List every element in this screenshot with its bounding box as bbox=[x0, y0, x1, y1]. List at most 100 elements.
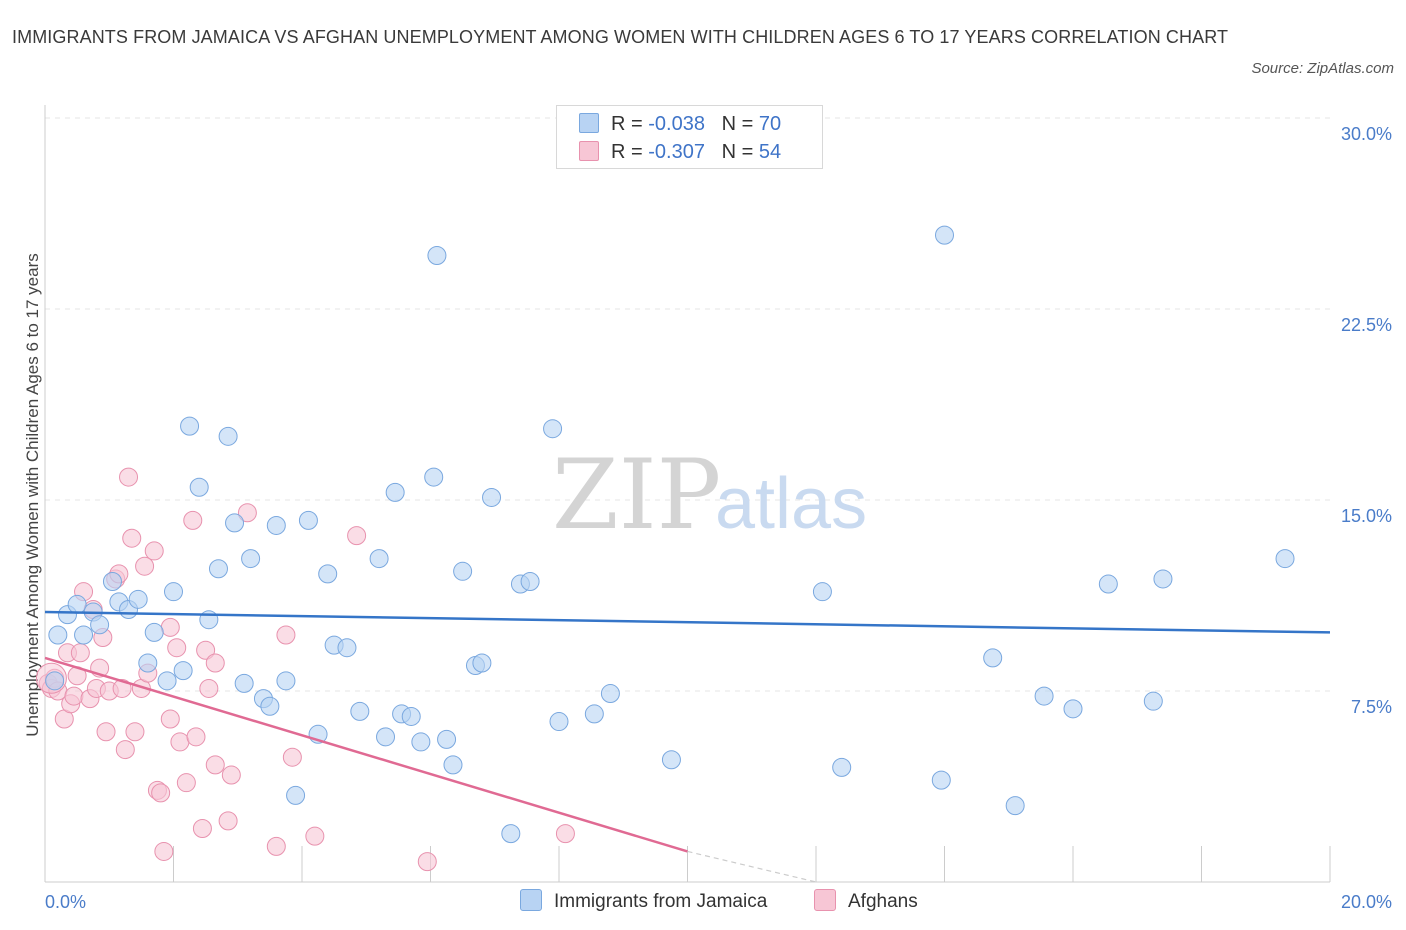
point-jamaica bbox=[812, 582, 832, 602]
point-afghan bbox=[221, 765, 241, 785]
legend-r-label: R = bbox=[611, 113, 643, 135]
legend-swatch-afghans bbox=[579, 141, 599, 161]
point-jamaica bbox=[260, 696, 280, 716]
point-afghan bbox=[135, 556, 155, 576]
point-afghan bbox=[196, 640, 216, 660]
point-afghan bbox=[70, 643, 90, 663]
point-afghan bbox=[167, 638, 187, 658]
point-jamaica bbox=[1275, 549, 1295, 569]
point-afghan bbox=[237, 503, 257, 523]
point-jamaica bbox=[350, 701, 370, 721]
source-credit: Source: ZipAtlas.com bbox=[1251, 60, 1394, 77]
point-jamaica bbox=[234, 673, 254, 693]
trend-line-afghans-extension bbox=[687, 850, 817, 883]
point-afghan bbox=[119, 467, 139, 487]
point-jamaica bbox=[208, 559, 228, 579]
point-jamaica bbox=[1153, 569, 1173, 589]
point-jamaica bbox=[298, 510, 318, 530]
point-afghan bbox=[555, 824, 575, 844]
point-jamaica bbox=[102, 571, 122, 591]
point-jamaica bbox=[218, 426, 238, 446]
y-tick-label: 15.0% bbox=[1341, 506, 1392, 526]
point-jamaica bbox=[1098, 574, 1118, 594]
legend-r-label: R = bbox=[611, 141, 643, 163]
point-jamaica bbox=[437, 729, 457, 749]
point-jamaica bbox=[482, 487, 502, 507]
watermark-zip: ZIP bbox=[552, 439, 721, 551]
point-jamaica bbox=[337, 638, 357, 658]
point-afghan bbox=[160, 617, 180, 637]
correlation-legend: R = -0.038 N = 70 R = -0.307 N = 54 bbox=[556, 105, 823, 169]
point-afghan bbox=[122, 528, 142, 548]
point-afghan bbox=[266, 836, 286, 856]
point-afghan bbox=[192, 819, 212, 839]
point-jamaica bbox=[173, 661, 193, 681]
point-afghan bbox=[186, 727, 206, 747]
point-jamaica bbox=[144, 622, 164, 642]
legend-label-jamaica: Immigrants from Jamaica bbox=[554, 891, 768, 912]
point-jamaica bbox=[600, 684, 620, 704]
point-jamaica bbox=[935, 225, 954, 245]
gridlines bbox=[45, 117, 1330, 692]
point-afghan bbox=[64, 686, 84, 706]
point-afghan bbox=[160, 709, 180, 729]
point-jamaica bbox=[286, 785, 306, 805]
legend-item-jamaica: Immigrants from Jamaica bbox=[520, 888, 767, 916]
point-jamaica bbox=[584, 704, 604, 724]
point-afghan bbox=[205, 653, 225, 673]
point-afghan bbox=[282, 747, 302, 767]
point-afghan bbox=[417, 852, 437, 872]
point-jamaica bbox=[427, 246, 447, 266]
legend-row-jamaica: R = -0.038 N = 70 bbox=[579, 110, 781, 138]
point-afghan bbox=[305, 826, 325, 846]
point-afghan bbox=[183, 510, 203, 530]
point-jamaica bbox=[443, 755, 463, 775]
point-jamaica bbox=[385, 482, 405, 502]
point-jamaica bbox=[266, 515, 286, 535]
point-jamaica bbox=[549, 712, 569, 732]
point-jamaica bbox=[424, 467, 444, 487]
trend-line-afghans bbox=[44, 656, 688, 853]
point-jamaica bbox=[318, 564, 338, 584]
point-afghan bbox=[154, 841, 174, 861]
point-jamaica bbox=[543, 419, 563, 439]
legend-n-value: 70 bbox=[758, 113, 782, 135]
point-jamaica bbox=[501, 824, 521, 844]
watermark: ZIP atlas bbox=[552, 439, 867, 551]
point-jamaica bbox=[67, 594, 87, 614]
point-afghan bbox=[205, 755, 225, 775]
point-afghan bbox=[176, 773, 196, 793]
point-afghan bbox=[199, 678, 219, 698]
point-jamaica bbox=[74, 625, 94, 645]
trend-line-jamaica bbox=[44, 610, 1331, 634]
point-jamaica bbox=[376, 727, 396, 747]
series-legend: Immigrants from Jamaica Afghans bbox=[0, 888, 1406, 916]
point-jamaica bbox=[90, 615, 110, 635]
point-afghan bbox=[276, 625, 296, 645]
point-jamaica bbox=[225, 513, 245, 533]
legend-row-afghans: R = -0.307 N = 54 bbox=[579, 138, 781, 166]
point-afghan bbox=[347, 526, 367, 546]
point-jamaica bbox=[189, 477, 209, 497]
point-jamaica bbox=[931, 770, 951, 790]
point-jamaica bbox=[48, 625, 68, 645]
legend-r-value: -0.307 bbox=[648, 141, 705, 163]
legend-swatch-afghans bbox=[814, 889, 836, 911]
point-jamaica bbox=[1063, 699, 1083, 719]
y-tick-label: 7.5% bbox=[1351, 697, 1392, 717]
x-tick-label: 0.0% bbox=[45, 892, 86, 912]
point-jamaica bbox=[453, 561, 473, 581]
point-jamaica bbox=[276, 671, 296, 691]
point-jamaica bbox=[411, 732, 431, 752]
legend-label-afghans: Afghans bbox=[848, 891, 918, 912]
point-jamaica bbox=[661, 750, 681, 770]
point-jamaica bbox=[401, 706, 421, 726]
point-afghan bbox=[115, 740, 135, 760]
point-jamaica bbox=[241, 549, 261, 569]
point-jamaica bbox=[138, 653, 158, 673]
tick-labels: 7.5% 15.0% 22.5% 30.0% 0.0% 20.0% bbox=[45, 124, 1392, 912]
point-jamaica bbox=[983, 648, 1003, 668]
x-tick-label: 20.0% bbox=[1341, 892, 1392, 912]
point-jamaica bbox=[472, 653, 492, 673]
